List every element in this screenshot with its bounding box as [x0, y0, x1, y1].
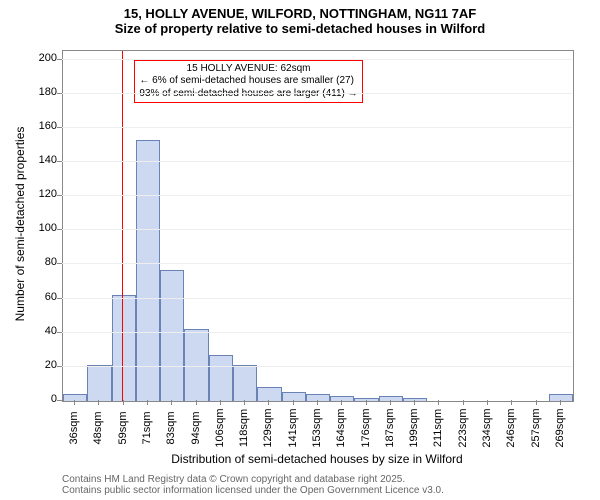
y-gridline [62, 263, 572, 264]
annotation-line2: ← 6% of semi-detached houses are smaller… [139, 75, 357, 88]
annotation-line1: 15 HOLLY AVENUE: 62sqm [139, 63, 357, 76]
x-tick [268, 400, 269, 405]
histogram-bar [282, 392, 306, 401]
reference-line [122, 51, 123, 401]
x-tick-label: 187sqm [384, 403, 396, 453]
chart-title-line2: Size of property relative to semi-detach… [0, 21, 600, 36]
y-gridline [62, 332, 572, 333]
y-tick-label: 140 [22, 154, 57, 166]
x-tick [317, 400, 318, 405]
y-tick-label: 160 [22, 120, 57, 132]
x-tick [196, 400, 197, 405]
histogram-bar [379, 396, 403, 401]
x-tick [147, 400, 148, 405]
x-tick-label: 129sqm [262, 403, 274, 453]
y-tick-label: 0 [22, 393, 57, 405]
chart-footer: Contains HM Land Registry data © Crown c… [62, 474, 444, 496]
histogram-bar [87, 365, 111, 401]
x-axis-label: Distribution of semi-detached houses by … [62, 452, 572, 466]
x-tick-label: 83sqm [165, 403, 177, 453]
x-tick [536, 400, 537, 405]
x-tick [560, 400, 561, 405]
histogram-bar [257, 387, 281, 401]
histogram-bar [233, 365, 257, 401]
x-tick [511, 400, 512, 405]
x-tick-label: 36sqm [68, 403, 80, 453]
x-tick-label: 106sqm [214, 403, 226, 453]
annotation-box: 15 HOLLY AVENUE: 62sqm← 6% of semi-detac… [134, 60, 362, 104]
histogram-bar [403, 398, 427, 401]
x-tick [463, 400, 464, 405]
x-tick-label: 48sqm [92, 403, 104, 453]
histogram-bar [112, 295, 136, 401]
x-tick-label: 176sqm [360, 403, 372, 453]
histogram-bar [160, 270, 184, 401]
y-gridline [62, 161, 572, 162]
x-tick [220, 400, 221, 405]
x-tick [414, 400, 415, 405]
y-tick-label: 180 [22, 86, 57, 98]
y-gridline [62, 59, 572, 60]
x-tick-label: 257sqm [530, 403, 542, 453]
y-gridline [62, 127, 572, 128]
y-gridline [62, 195, 572, 196]
x-tick-label: 211sqm [432, 403, 444, 453]
x-tick [123, 400, 124, 405]
y-tick-label: 120 [22, 188, 57, 200]
y-gridline [62, 298, 572, 299]
y-tick-label: 60 [22, 291, 57, 303]
x-tick-label: 118sqm [238, 403, 250, 453]
y-tick-label: 40 [22, 325, 57, 337]
histogram-bar [136, 140, 160, 401]
x-tick [366, 400, 367, 405]
x-tick [390, 400, 391, 405]
annotation-line3: 93% of semi-detached houses are larger (… [139, 88, 357, 101]
chart-title-line1: 15, HOLLY AVENUE, WILFORD, NOTTINGHAM, N… [0, 0, 600, 21]
chart-container: 15, HOLLY AVENUE, WILFORD, NOTTINGHAM, N… [0, 0, 600, 500]
x-tick [438, 400, 439, 405]
x-tick-label: 223sqm [457, 403, 469, 453]
x-tick-label: 71sqm [141, 403, 153, 453]
y-gridline [62, 229, 572, 230]
x-tick [98, 400, 99, 405]
x-tick-label: 246sqm [505, 403, 517, 453]
x-tick-label: 59sqm [117, 403, 129, 453]
plot-area: 15 HOLLY AVENUE: 62sqm← 6% of semi-detac… [62, 50, 574, 402]
x-tick [244, 400, 245, 405]
histogram-bar [209, 355, 233, 401]
histogram-bar [354, 398, 378, 401]
x-tick [341, 400, 342, 405]
y-tick-label: 100 [22, 222, 57, 234]
x-tick-label: 164sqm [335, 403, 347, 453]
footer-line1: Contains HM Land Registry data © Crown c… [62, 474, 444, 485]
x-tick [171, 400, 172, 405]
x-tick-label: 199sqm [408, 403, 420, 453]
x-tick [293, 400, 294, 405]
y-tick [57, 400, 62, 401]
histogram-bar [63, 394, 87, 401]
y-tick-label: 20 [22, 359, 57, 371]
x-tick-label: 94sqm [190, 403, 202, 453]
x-tick [487, 400, 488, 405]
x-tick-label: 141sqm [287, 403, 299, 453]
x-tick-label: 234sqm [481, 403, 493, 453]
x-tick-label: 153sqm [311, 403, 323, 453]
x-tick [74, 400, 75, 405]
histogram-bar [330, 396, 354, 401]
x-tick-label: 269sqm [554, 403, 566, 453]
histogram-bar [549, 394, 573, 401]
y-tick-label: 200 [22, 52, 57, 64]
y-tick-label: 80 [22, 256, 57, 268]
y-gridline [62, 93, 572, 94]
footer-line2: Contains public sector information licen… [62, 485, 444, 496]
y-gridline [62, 366, 572, 367]
